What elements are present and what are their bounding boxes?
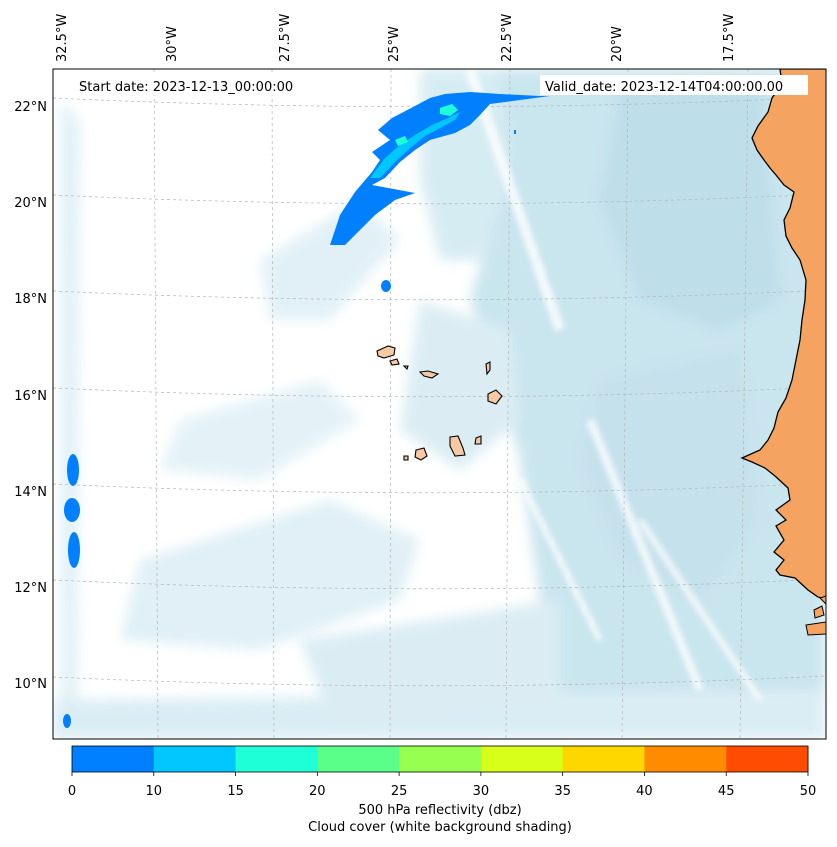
island-sao-vicente bbox=[389, 358, 400, 366]
island-maio bbox=[474, 435, 482, 445]
map-plot-area bbox=[53, 69, 826, 739]
colorbar bbox=[71, 745, 809, 776]
colorbar-label-line2: Cloud cover (white background shading) bbox=[308, 820, 572, 835]
island-boa-vista bbox=[487, 389, 503, 405]
colorbar-tick-labels: 0 10 15 20 25 30 35 40 45 50 bbox=[68, 784, 816, 799]
colorbar-segment bbox=[317, 746, 400, 772]
island-brava bbox=[403, 455, 409, 461]
island-sao-nicolau bbox=[418, 370, 440, 379]
colorbar-segment bbox=[726, 746, 809, 772]
valid-date-box bbox=[540, 75, 808, 95]
longitude-labels: 32.5°W 30°W 27.5°W 25°W 22.5°W 20°W 17.5… bbox=[55, 14, 737, 62]
island-fogo bbox=[414, 447, 428, 461]
lat-label: 14°N bbox=[14, 485, 47, 500]
colorbar-segment bbox=[235, 746, 318, 772]
colorbar-segment bbox=[644, 746, 727, 772]
colorbar-tick-label: 20 bbox=[309, 784, 326, 799]
colorbar-tick-label: 50 bbox=[800, 784, 817, 799]
cape-verde-islands bbox=[376, 345, 503, 461]
colorbar-segment bbox=[562, 746, 645, 772]
reflectivity-band-north bbox=[330, 92, 550, 245]
cloud-streaks bbox=[465, 69, 763, 702]
lon-label: 17.5°W bbox=[722, 14, 737, 62]
lat-label: 20°N bbox=[14, 196, 47, 211]
reflectivity-core-peak bbox=[440, 104, 458, 116]
colorbar-tick-label: 40 bbox=[636, 784, 653, 799]
lon-label: 25°W bbox=[387, 26, 402, 62]
colorbar-tick-label: 0 bbox=[68, 784, 76, 799]
lon-label: 32.5°W bbox=[55, 14, 70, 62]
island-santa-luzia bbox=[402, 365, 409, 371]
lat-label: 16°N bbox=[14, 389, 47, 404]
start-date-box bbox=[73, 75, 313, 95]
colorbar-tick-label: 45 bbox=[718, 784, 735, 799]
reflectivity-cell-west-1 bbox=[67, 454, 79, 486]
lon-label: 27.5°W bbox=[278, 14, 293, 62]
island-sal bbox=[485, 361, 491, 376]
colorbar-tick-label: 35 bbox=[554, 784, 571, 799]
colorbar-tick-label: 30 bbox=[473, 784, 490, 799]
colorbar-tick-label: 10 bbox=[146, 784, 163, 799]
reflectivity-core-north bbox=[370, 112, 460, 178]
lat-label: 10°N bbox=[14, 677, 47, 692]
colorbar-tick-label: 25 bbox=[391, 784, 408, 799]
reflectivity-cell-west-2 bbox=[64, 498, 80, 522]
lon-label: 30°W bbox=[165, 26, 180, 62]
lon-label: 20°W bbox=[610, 26, 625, 62]
valid-date-label: Valid_date: 2023-12-14T04:00:00.00 bbox=[545, 80, 783, 95]
reflectivity-cells bbox=[63, 92, 550, 728]
latitude-labels: 22°N 20°N 18°N 16°N 14°N 12°N 10°N bbox=[14, 100, 47, 692]
africa-landmass bbox=[740, 69, 826, 636]
colorbar-segment bbox=[399, 746, 482, 772]
reflectivity-cell-west-3 bbox=[68, 532, 80, 568]
colorbar-label-line1: 500 hPa reflectivity (dbz) bbox=[358, 803, 521, 818]
lat-label: 18°N bbox=[14, 292, 47, 307]
colorbar-frame bbox=[71, 745, 809, 773]
island-santiago bbox=[449, 435, 466, 457]
reflectivity-cell-west-4 bbox=[63, 714, 71, 728]
colorbar-segment bbox=[480, 746, 564, 772]
lat-label: 22°N bbox=[14, 100, 47, 115]
reflectivity-core-peak-2 bbox=[395, 136, 408, 146]
start-date-label: Start date: 2023-12-13_00:00:00 bbox=[79, 80, 293, 95]
colorbar-tick-label: 15 bbox=[227, 784, 244, 799]
colorbar-segment bbox=[72, 746, 155, 772]
reflectivity-cell-small bbox=[381, 280, 391, 292]
colorbar-segment bbox=[153, 746, 237, 772]
lat-label: 12°N bbox=[14, 581, 47, 596]
reflectivity-speck bbox=[514, 130, 516, 134]
island-santo-antao bbox=[376, 345, 396, 359]
map-frame bbox=[52, 68, 827, 740]
lon-label: 22.5°W bbox=[500, 14, 515, 62]
